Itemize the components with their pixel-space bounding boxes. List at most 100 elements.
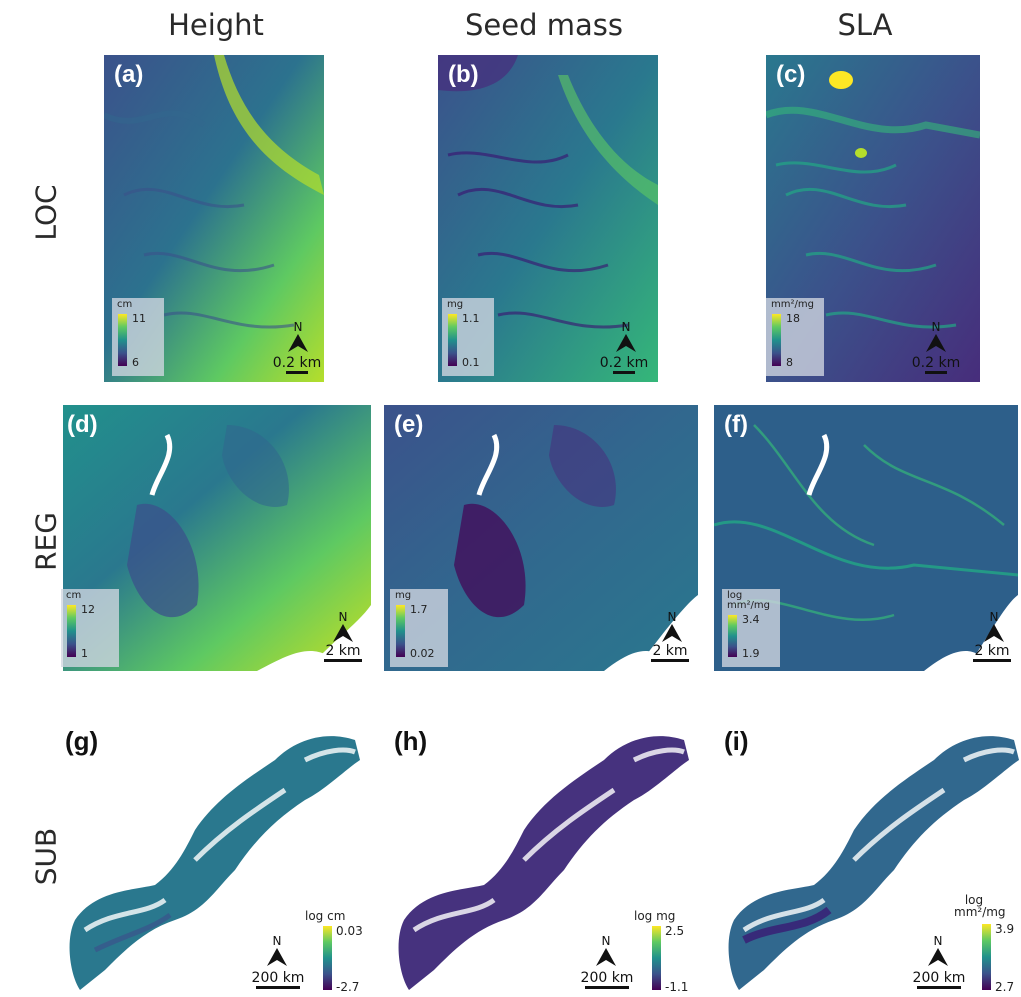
legend-max: 12 bbox=[81, 603, 95, 616]
scale-label: 0.2 km bbox=[911, 355, 961, 371]
north-arrow: N bbox=[654, 610, 690, 652]
scale-line bbox=[973, 659, 1011, 662]
sub-sla-map bbox=[728, 736, 1019, 990]
north-label: N bbox=[933, 934, 943, 948]
scale-line bbox=[613, 371, 635, 374]
legend-i: log mm²/mg 3.9 2.7 bbox=[952, 894, 1020, 996]
colorbar bbox=[772, 314, 781, 366]
scale-bar: 200 km bbox=[580, 970, 634, 989]
panel-label-g: (g) bbox=[65, 726, 99, 756]
panel-label-i: (i) bbox=[724, 726, 749, 756]
legend-max: 2.5 bbox=[665, 924, 685, 938]
legend-max: 1.7 bbox=[410, 603, 428, 616]
scale-line bbox=[925, 371, 947, 374]
legend-unit: cm bbox=[117, 299, 133, 310]
sub-seed-mass-map bbox=[398, 736, 689, 990]
legend-min: -1.1 bbox=[665, 980, 689, 994]
north-label: N bbox=[293, 320, 303, 334]
north-label: N bbox=[989, 610, 999, 624]
scale-bar: 2 km bbox=[968, 643, 1016, 662]
scale-label: 2 km bbox=[652, 643, 688, 659]
legend-unit: mm²/mg bbox=[771, 299, 814, 310]
legend-max: 3.4 bbox=[742, 613, 760, 626]
scale-bar: 0.2 km bbox=[910, 355, 962, 374]
panel-c-sla-loc: (c) mm²/mg 18 8 N 0.2 km bbox=[766, 55, 980, 382]
legend-g: log cm 0.03 -2.7 bbox=[305, 910, 369, 996]
scale-line bbox=[651, 659, 689, 662]
panel-b-seed-mass-loc: (b) mg 1.1 0.1 N 0.2 km bbox=[438, 55, 658, 382]
panel-label-c: (c) bbox=[776, 61, 806, 88]
north-arrow: N bbox=[280, 320, 316, 362]
scale-label: 200 km bbox=[251, 970, 305, 986]
legend-min: 0.02 bbox=[410, 647, 435, 660]
north-arrow: N bbox=[976, 610, 1012, 652]
colorbar bbox=[982, 924, 991, 990]
scale-label: 0.2 km bbox=[599, 355, 649, 371]
north-arrow: N bbox=[325, 610, 361, 652]
legend-max: 1.1 bbox=[462, 312, 480, 325]
legend-min: 1 bbox=[81, 647, 88, 660]
scale-label: 200 km bbox=[912, 970, 966, 986]
column-title-height: Height bbox=[168, 8, 264, 42]
legend-max: 0.03 bbox=[336, 924, 363, 938]
scale-bar: 2 km bbox=[646, 643, 694, 662]
north-arrow: N bbox=[918, 320, 954, 362]
legend-unit: cm bbox=[66, 590, 82, 601]
colorbar bbox=[448, 314, 457, 366]
colorbar bbox=[652, 926, 661, 990]
north-arrow: N bbox=[588, 934, 624, 976]
legend-unit: log mg bbox=[634, 909, 676, 923]
north-label: N bbox=[601, 934, 611, 948]
legend-min: -2.7 bbox=[336, 980, 360, 994]
colorbar bbox=[118, 314, 127, 366]
panel-label-h: (h) bbox=[394, 726, 428, 756]
scale-line bbox=[256, 986, 300, 989]
north-arrow-icon bbox=[333, 624, 353, 642]
column-title-seed-mass: Seed mass bbox=[465, 8, 623, 42]
legend-max: 18 bbox=[786, 312, 800, 325]
north-arrow: N bbox=[920, 934, 956, 976]
scale-label: 2 km bbox=[974, 643, 1010, 659]
north-arrow-icon bbox=[288, 334, 308, 352]
panel-e-seed-mass-reg: (e) mg 1.7 0.02 N 2 km bbox=[384, 405, 698, 671]
legend-unit: mg bbox=[447, 299, 464, 310]
north-label: N bbox=[338, 610, 348, 624]
scale-bar: 200 km bbox=[912, 970, 966, 989]
legend-min: 6 bbox=[132, 356, 139, 369]
north-arrow-icon bbox=[267, 948, 287, 966]
legend-h: log mg 2.5 -1.1 bbox=[634, 910, 698, 996]
panel-label-f: (f) bbox=[724, 411, 748, 438]
colorbar bbox=[396, 605, 405, 657]
north-arrow: N bbox=[608, 320, 644, 362]
north-arrow-icon bbox=[596, 948, 616, 966]
panel-f-sla-reg: (f) log mm²/mg 3.4 1.9 N 2 km bbox=[714, 405, 1018, 671]
north-arrow-icon bbox=[616, 334, 636, 352]
sub-height-map bbox=[69, 736, 361, 990]
legend-min: 8 bbox=[786, 356, 793, 369]
north-arrow-icon bbox=[984, 624, 1004, 642]
panel-label-a: (a) bbox=[114, 61, 144, 88]
panel-g-height-sub: (g) N 200 km log cm 0.03 -2.7 bbox=[55, 720, 370, 997]
legend-min: 2.7 bbox=[995, 980, 1015, 994]
row-title-loc: LOC bbox=[29, 184, 63, 241]
north-arrow-icon bbox=[926, 334, 946, 352]
legend-unit: log mm²/mg bbox=[727, 590, 770, 611]
legend-unit: log mm²/mg bbox=[954, 893, 1006, 919]
legend-unit: mg bbox=[395, 590, 412, 601]
column-title-sla: SLA bbox=[837, 8, 893, 42]
legend-e: mg 1.7 0.02 bbox=[390, 589, 448, 667]
legend-max: 3.9 bbox=[995, 922, 1015, 936]
scale-bar: 0.2 km bbox=[272, 355, 322, 374]
north-arrow: N bbox=[259, 934, 295, 976]
panel-label-d: (d) bbox=[67, 411, 98, 438]
legend-a: cm 11 6 bbox=[112, 298, 164, 376]
legend-b: mg 1.1 0.1 bbox=[442, 298, 494, 376]
panel-i-sla-sub: (i) N 200 km log mm²/mg 3.9 2.7 bbox=[714, 720, 1021, 997]
scale-label: 0.2 km bbox=[272, 355, 322, 371]
north-label: N bbox=[931, 320, 941, 334]
legend-min: 0.1 bbox=[462, 356, 480, 369]
panel-label-e: (e) bbox=[394, 411, 424, 438]
legend-f: log mm²/mg 3.4 1.9 bbox=[722, 589, 780, 667]
panel-h-seed-mass-sub: (h) N 200 km log mg 2.5 -1.1 bbox=[384, 720, 699, 997]
scale-bar: 0.2 km bbox=[598, 355, 650, 374]
